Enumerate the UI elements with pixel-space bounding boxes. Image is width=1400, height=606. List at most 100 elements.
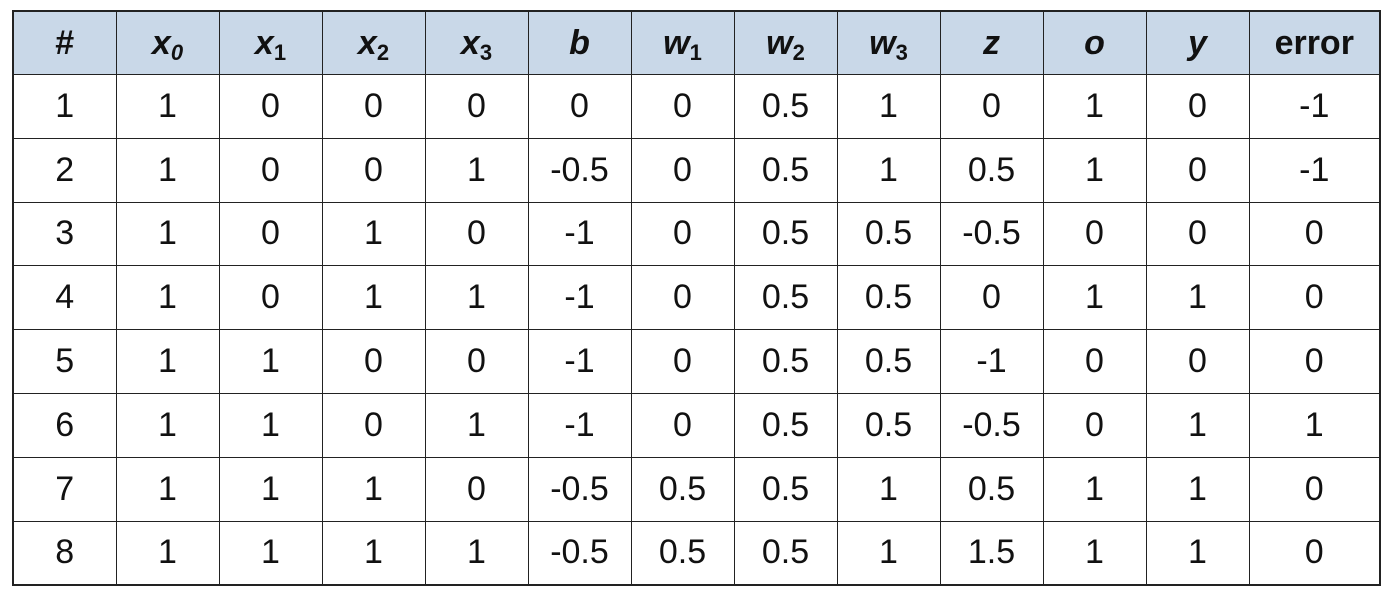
table-row: 4 1 0 1 1 -1 0 0.5 0.5 0 1 1 0 xyxy=(12,265,1381,331)
cell-w2: 0.5 xyxy=(733,74,838,139)
cell-x0: 1 xyxy=(115,456,220,522)
cell-w3: 0.5 xyxy=(836,329,941,394)
cell-o: 1 xyxy=(1042,74,1147,139)
cell-w3: 0.5 xyxy=(836,392,941,458)
cell-x2: 0 xyxy=(321,74,426,139)
column-header-error: error xyxy=(1248,10,1381,75)
cell-index: 7 xyxy=(12,456,117,522)
cell-w3: 1 xyxy=(836,74,941,139)
cell-w2: 0.5 xyxy=(733,520,838,586)
cell-z: 0.5 xyxy=(939,137,1044,203)
cell-x3: 0 xyxy=(424,74,529,139)
cell-x0: 1 xyxy=(115,265,220,331)
column-header-x1: x1 xyxy=(218,10,323,75)
cell-error: 0 xyxy=(1248,265,1381,331)
table-row: 3 1 0 1 0 -1 0 0.5 0.5 -0.5 0 0 0 xyxy=(12,201,1381,267)
cell-b: -0.5 xyxy=(527,137,632,203)
cell-x1: 1 xyxy=(218,456,323,522)
cell-x3: 1 xyxy=(424,265,529,331)
cell-w1: 0 xyxy=(630,74,735,139)
cell-x1: 1 xyxy=(218,520,323,586)
column-header-w3: w3 xyxy=(836,10,941,75)
table-row: 2 1 0 0 1 -0.5 0 0.5 1 0.5 1 0 -1 xyxy=(12,137,1381,203)
cell-x3: 0 xyxy=(424,201,529,267)
table-row: 1 1 0 0 0 0 0 0.5 1 0 1 0 -1 xyxy=(12,74,1381,139)
cell-o: 1 xyxy=(1042,520,1147,586)
cell-x0: 1 xyxy=(115,201,220,267)
cell-y: 0 xyxy=(1145,74,1250,139)
cell-w2: 0.5 xyxy=(733,201,838,267)
cell-o: 1 xyxy=(1042,137,1147,203)
cell-index: 1 xyxy=(12,74,117,139)
cell-x0: 1 xyxy=(115,137,220,203)
column-header-o: o xyxy=(1042,10,1147,75)
cell-y: 1 xyxy=(1145,456,1250,522)
cell-b: -1 xyxy=(527,265,632,331)
cell-z: 1.5 xyxy=(939,520,1044,586)
cell-x2: 1 xyxy=(321,201,426,267)
cell-x3: 0 xyxy=(424,329,529,394)
table-row: 7 1 1 1 0 -0.5 0.5 0.5 1 0.5 1 1 0 xyxy=(12,456,1381,522)
cell-y: 1 xyxy=(1145,520,1250,586)
column-header-z: z xyxy=(939,10,1044,75)
cell-index: 2 xyxy=(12,137,117,203)
column-header-x2: x2 xyxy=(321,10,426,75)
column-header-x3: x3 xyxy=(424,10,529,75)
cell-o: 1 xyxy=(1042,265,1147,331)
cell-o: 0 xyxy=(1042,201,1147,267)
table-row: 6 1 1 0 1 -1 0 0.5 0.5 -0.5 0 1 1 xyxy=(12,392,1381,458)
cell-o: 0 xyxy=(1042,329,1147,394)
cell-y: 0 xyxy=(1145,137,1250,203)
cell-x0: 1 xyxy=(115,392,220,458)
cell-error: -1 xyxy=(1248,74,1381,139)
cell-w1: 0 xyxy=(630,201,735,267)
cell-w1: 0 xyxy=(630,265,735,331)
cell-b: -0.5 xyxy=(527,520,632,586)
cell-index: 3 xyxy=(12,201,117,267)
cell-o: 0 xyxy=(1042,392,1147,458)
cell-x1: 0 xyxy=(218,74,323,139)
cell-z: 0 xyxy=(939,265,1044,331)
cell-error: 0 xyxy=(1248,520,1381,586)
cell-index: 8 xyxy=(12,520,117,586)
cell-w2: 0.5 xyxy=(733,265,838,331)
header-row: # x0 x1 x2 x3 b w1 w2 w3 z o y error xyxy=(12,10,1381,75)
cell-x3: 1 xyxy=(424,137,529,203)
table-body: 1 1 0 0 0 0 0 0.5 1 0 1 0 -1 2 1 0 0 1 -0.5 0 0.5 1 0.5 1 0 -1 3 1 0… xyxy=(12,74,1381,586)
cell-z: 0 xyxy=(939,74,1044,139)
cell-x0: 1 xyxy=(115,329,220,394)
cell-x2: 1 xyxy=(321,520,426,586)
cell-y: 1 xyxy=(1145,392,1250,458)
cell-x2: 0 xyxy=(321,392,426,458)
column-header-x0: x0 xyxy=(115,10,220,75)
table-row: 5 1 1 0 0 -1 0 0.5 0.5 -1 0 0 0 xyxy=(12,329,1381,394)
cell-z: -0.5 xyxy=(939,392,1044,458)
cell-b: 0 xyxy=(527,74,632,139)
cell-w2: 0.5 xyxy=(733,329,838,394)
cell-x1: 0 xyxy=(218,137,323,203)
cell-w1: 0.5 xyxy=(630,520,735,586)
cell-w2: 0.5 xyxy=(733,392,838,458)
cell-x1: 0 xyxy=(218,265,323,331)
cell-z: 0.5 xyxy=(939,456,1044,522)
cell-w1: 0 xyxy=(630,392,735,458)
cell-z: -0.5 xyxy=(939,201,1044,267)
cell-y: 0 xyxy=(1145,329,1250,394)
cell-x1: 1 xyxy=(218,329,323,394)
cell-error: 0 xyxy=(1248,456,1381,522)
cell-x3: 0 xyxy=(424,456,529,522)
cell-w3: 0.5 xyxy=(836,265,941,331)
column-header-w1: w1 xyxy=(630,10,735,75)
cell-error: -1 xyxy=(1248,137,1381,203)
cell-error: 1 xyxy=(1248,392,1381,458)
cell-x1: 0 xyxy=(218,201,323,267)
cell-w3: 1 xyxy=(836,520,941,586)
cell-o: 1 xyxy=(1042,456,1147,522)
cell-w1: 0 xyxy=(630,137,735,203)
cell-w2: 0.5 xyxy=(733,137,838,203)
cell-b: -1 xyxy=(527,201,632,267)
cell-index: 5 xyxy=(12,329,117,394)
cell-b: -0.5 xyxy=(527,456,632,522)
